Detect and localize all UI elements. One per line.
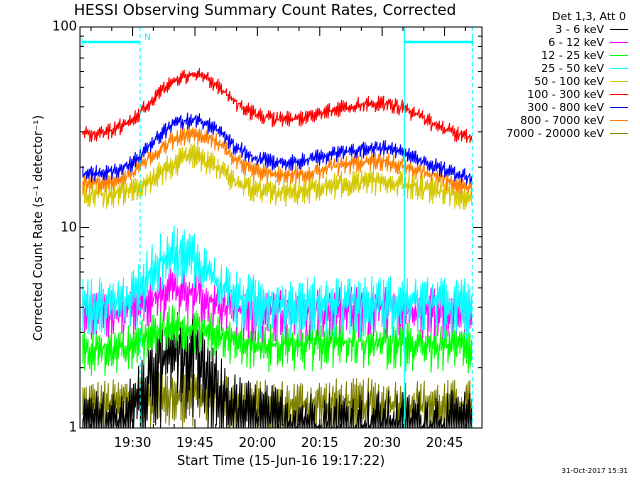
series-line-6 <box>82 112 473 185</box>
y-tick-label: 10 <box>60 220 77 235</box>
legend-label: 12 - 25 keV <box>541 49 604 62</box>
legend-label: 25 - 50 keV <box>541 62 604 75</box>
series-line-7 <box>82 124 473 196</box>
legend-title: Det 1,3, Att 0 <box>552 10 626 23</box>
legend-item: 12 - 25 keV <box>478 49 628 62</box>
series-line-3 <box>82 225 473 341</box>
legend-swatch <box>610 29 628 30</box>
legend-swatch <box>610 94 628 95</box>
legend-item: 100 - 300 keV <box>478 88 628 101</box>
legend-label: 800 - 7000 keV <box>520 114 604 127</box>
legend-swatch <box>610 68 628 69</box>
x-tick-label: 20:15 <box>301 436 339 451</box>
legend-label: 50 - 100 keV <box>534 75 604 88</box>
legend-item: 50 - 100 keV <box>478 75 628 88</box>
series-line-4 <box>82 142 473 210</box>
timestamp-label: 31-Oct-2017 15:31 <box>561 467 628 475</box>
legend: Det 1,3, Att 0 3 - 6 keV 6 - 12 keV 12 - 2… <box>478 10 628 140</box>
series-line-5 <box>82 67 473 143</box>
legend-label: 100 - 300 keV <box>527 88 604 101</box>
x-tick-label: 19:30 <box>113 436 152 451</box>
x-tick-label: 19:45 <box>176 436 214 451</box>
series-line-2 <box>82 305 473 376</box>
legend-swatch <box>610 55 628 56</box>
x-tick-label: 20:00 <box>238 436 277 451</box>
legend-item: 6 - 12 keV <box>478 36 628 49</box>
legend-label: 7000 - 20000 keV <box>506 127 604 140</box>
legend-swatch <box>610 120 628 121</box>
legend-swatch <box>610 107 628 108</box>
attenuator-annotation: N <box>144 33 151 43</box>
plot-frame <box>79 26 483 429</box>
x-axis-label: Start Time (15-Jun-16 19:17:22) <box>177 454 385 469</box>
legend-label: 300 - 800 keV <box>527 101 604 114</box>
legend-swatch <box>610 81 628 82</box>
y-tick-label: 1 <box>68 420 77 436</box>
chart-title: HESSI Observing Summary Count Rates, Cor… <box>73 1 457 19</box>
legend-rows: 3 - 6 keV 6 - 12 keV 12 - 25 keV 25 - 50 ke… <box>478 23 628 140</box>
x-tick-label: 20:45 <box>425 436 464 451</box>
y-axis-label: Corrected Count Rate (s⁻¹ detector⁻¹) <box>31 115 45 341</box>
legend-swatch <box>610 42 628 43</box>
legend-swatch <box>610 133 628 134</box>
legend-label: 6 - 12 keV <box>548 36 604 49</box>
legend-item: 7000 - 20000 keV <box>478 127 628 140</box>
x-tick-label: 20:30 <box>363 436 401 451</box>
series-line-0 <box>82 312 473 430</box>
legend-item: 300 - 800 keV <box>478 101 628 114</box>
legend-item: 3 - 6 keV <box>478 23 628 36</box>
legend-item: 25 - 50 keV <box>478 62 628 75</box>
y-tick-label: 100 <box>52 19 77 35</box>
legend-item: 800 - 7000 keV <box>478 114 628 127</box>
legend-label: 3 - 6 keV <box>555 23 604 36</box>
